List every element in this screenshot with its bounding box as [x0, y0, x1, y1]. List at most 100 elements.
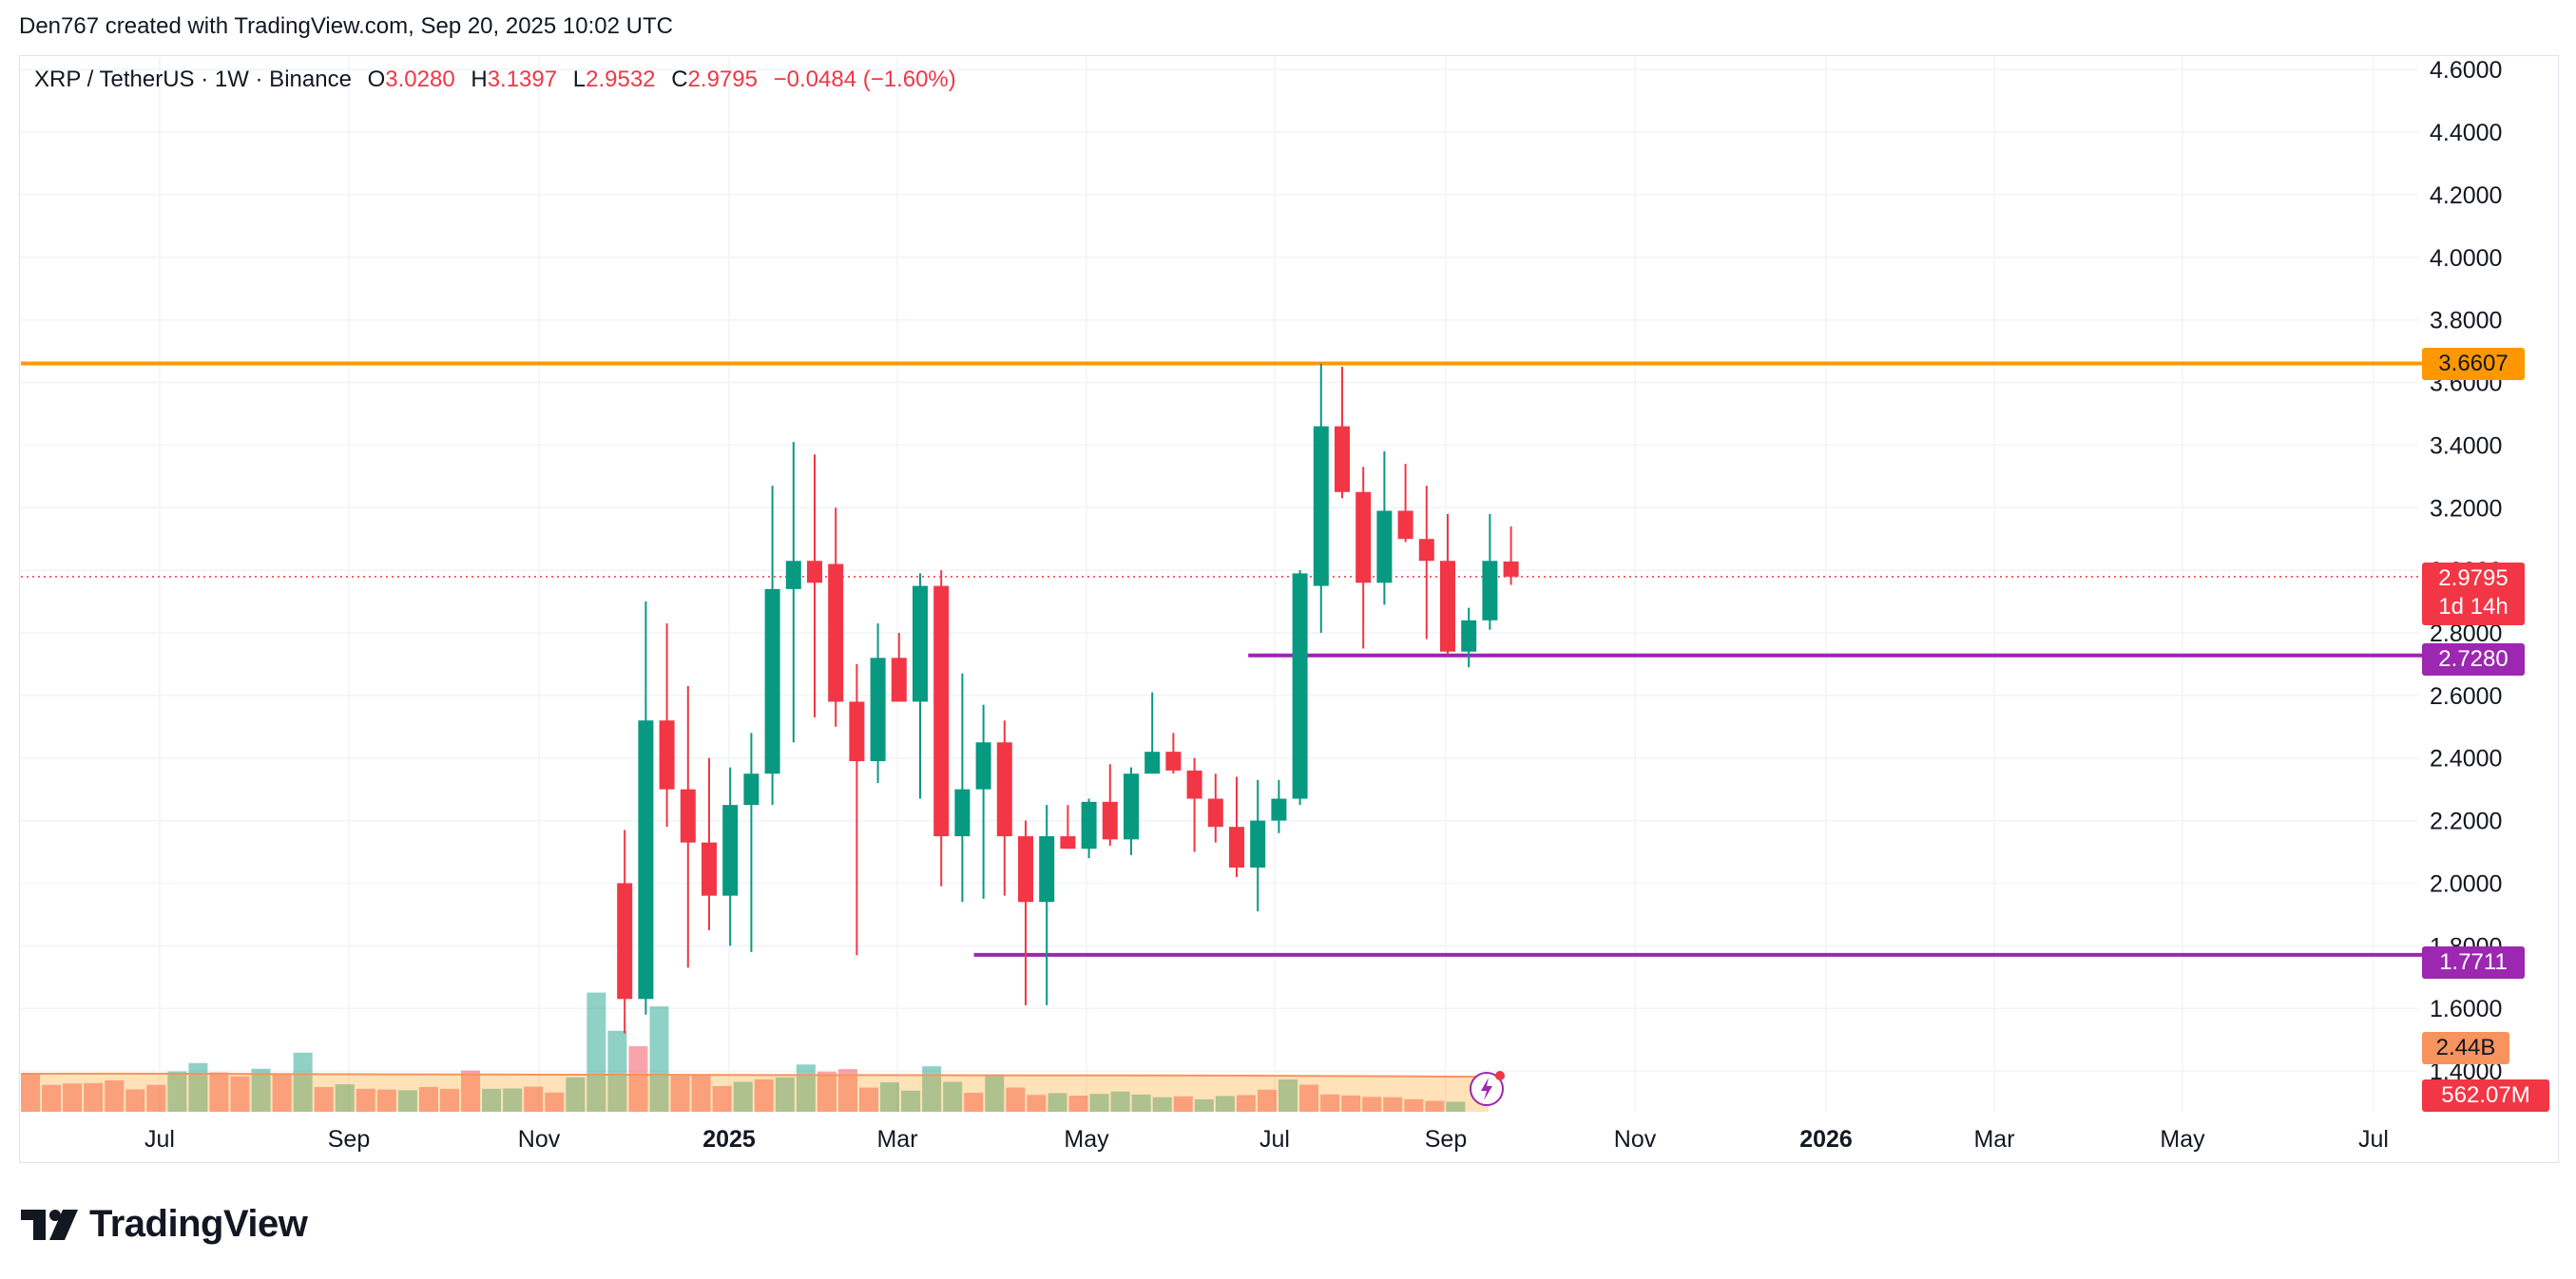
candle-body [1418, 539, 1434, 562]
misc [1470, 1071, 1505, 1106]
candle-body [870, 658, 886, 762]
volume-bar [1068, 1096, 1088, 1112]
last-price-value: 2.9795 [2438, 565, 2509, 591]
candle-body [1060, 836, 1076, 849]
volume-bar [482, 1088, 502, 1112]
volume-bar [817, 1071, 836, 1112]
volume-bar [146, 1084, 166, 1112]
volume-bar [649, 1006, 669, 1112]
low-value: 2.9532 [586, 67, 656, 92]
last-price-tag: 2.9795 1d 14h [2422, 563, 2525, 625]
high-label: H [471, 67, 488, 92]
volume-bar [607, 1030, 627, 1112]
volume-bar [418, 1086, 438, 1112]
volume-bar [188, 1062, 208, 1112]
candle-body [659, 720, 675, 790]
volume-bar [670, 1076, 690, 1112]
candle-body [913, 585, 928, 702]
volume-bar [691, 1075, 711, 1112]
candle-body [1482, 561, 1498, 620]
volume-bar [1446, 1101, 1466, 1112]
candle-body [1397, 510, 1413, 540]
volume-bar [628, 1045, 648, 1112]
volume-bar [397, 1090, 417, 1112]
candles [617, 363, 1519, 1034]
volume-bar [1278, 1079, 1298, 1112]
candle-body [1271, 798, 1287, 821]
tradingview-logo[interactable]: TradingView [21, 1203, 308, 1246]
volume-bar [1257, 1089, 1277, 1112]
volume-bar [356, 1088, 375, 1112]
candle-body [1376, 510, 1393, 583]
y-tick-label: 3.8000 [2430, 308, 2502, 334]
y-tick-label: 3.2000 [2430, 495, 2502, 522]
volume-bar [1110, 1091, 1130, 1112]
candle-body [891, 658, 907, 702]
volume-bar [880, 1082, 900, 1112]
volume-bar [1089, 1094, 1109, 1112]
volume-bar [1425, 1100, 1445, 1112]
volume-bar [1173, 1096, 1193, 1112]
volume-bar [251, 1068, 271, 1112]
tradingview-mark-icon [21, 1209, 78, 1240]
x-tick-label: Jul [144, 1126, 175, 1153]
volume-ma-tag: 2.44B [2422, 1032, 2509, 1064]
volume-bar [84, 1082, 104, 1112]
y-tick-label: 4.4000 [2430, 120, 2502, 146]
volume-bar [314, 1086, 334, 1112]
volume-bar [125, 1089, 145, 1112]
candle-body [702, 842, 717, 896]
grid [21, 57, 2418, 1112]
y-tick-label: 4.0000 [2430, 245, 2502, 272]
x-tick-label: Sep [328, 1126, 370, 1153]
volume-bar [105, 1080, 125, 1112]
candle-body [722, 805, 739, 896]
volume-bar [859, 1087, 878, 1112]
notification-dot-icon [1495, 1071, 1505, 1080]
volume-bar [566, 1077, 586, 1112]
volume-bar [1362, 1097, 1382, 1112]
creator-line: Den767 created with TradingView.com, Sep… [19, 13, 673, 39]
bar-countdown: 1d 14h [2438, 594, 2509, 620]
x-tick-label: Nov [518, 1126, 561, 1153]
candle-body [1081, 801, 1097, 849]
candle-body [1144, 752, 1161, 774]
candle-body [1503, 561, 1519, 577]
candle-body [807, 561, 822, 583]
close-value: 2.9795 [687, 67, 758, 92]
horizontal-lines [21, 361, 2422, 957]
candle-body [975, 742, 991, 790]
volume-bar [1131, 1094, 1151, 1112]
volume-bar [775, 1077, 795, 1112]
candle-body [1018, 836, 1033, 903]
volume-bar [63, 1083, 83, 1112]
volume-bar [1320, 1094, 1340, 1112]
symbol-label[interactable]: XRP / TetherUS · 1W · Binance [34, 67, 352, 92]
x-tick-label: Nov [1614, 1126, 1657, 1153]
support-low-price-tag: 1.7711 [2422, 946, 2525, 979]
x-tick-label: Mar [1973, 1126, 2014, 1153]
candle-body [1102, 801, 1118, 840]
lightning-bolt-icon [1481, 1078, 1492, 1100]
chart-frame[interactable] [19, 55, 2559, 1163]
volume-bar [1299, 1084, 1319, 1112]
candle-body [828, 563, 844, 702]
candle-body [785, 561, 801, 589]
close-label: C [671, 67, 688, 92]
candle-body [1355, 491, 1372, 583]
y-tick-label: 2.6000 [2430, 683, 2502, 710]
volume-bar [440, 1088, 459, 1112]
y-tick-label: 4.2000 [2430, 182, 2502, 209]
volume-bar [1152, 1097, 1172, 1112]
volume-bar [1404, 1098, 1424, 1112]
x-tick-label: Mar [876, 1126, 917, 1153]
volume-bar [837, 1069, 857, 1112]
candle-body [933, 585, 950, 837]
volume-bar [167, 1071, 187, 1112]
candle-body [1207, 798, 1223, 828]
volume-ma-line [20, 1072, 1490, 1079]
volume-bar [943, 1081, 963, 1112]
volume-bar [964, 1093, 984, 1112]
candle-body [996, 742, 1012, 837]
